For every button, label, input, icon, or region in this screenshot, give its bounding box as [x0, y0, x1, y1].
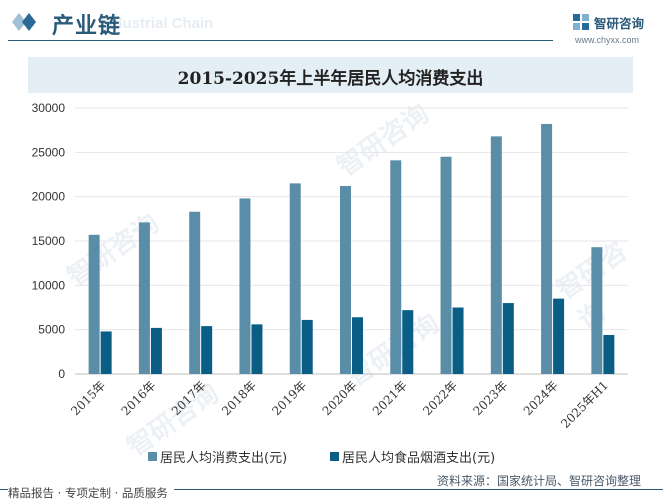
bar-food-tobacco-alcohol [150, 327, 162, 374]
chart-title-band: 2015-2025年上半年居民人均消费支出 [28, 57, 633, 93]
x-tick-label: 2025年H1 [558, 378, 611, 431]
brand-name: 智研咨询 [594, 16, 645, 31]
x-tick-label: 2024年 [521, 378, 561, 418]
bar-consumption [591, 247, 603, 374]
bar-food-tobacco-alcohol [100, 331, 112, 374]
footer: 资料来源：国家统计局、智研咨询整理 精品报告 · 专项定制 · 品质服务 [0, 468, 663, 503]
y-tick-label: 20000 [32, 190, 66, 204]
x-tick-label: 2020年 [320, 378, 360, 418]
y-tick-label: 30000 [32, 101, 66, 115]
footer-tagline: 精品报告 · 专项定制 · 品质服务 [8, 485, 174, 501]
bar-food-tobacco-alcohol [301, 319, 313, 374]
bar-consumption [390, 160, 402, 374]
bar-consumption [541, 123, 553, 375]
x-tick-label: 2019年 [269, 378, 309, 418]
brand: 智研咨询 www.chyxx.com [572, 11, 662, 47]
y-tick-label: 25000 [32, 145, 66, 159]
brand-logo-icon [573, 14, 589, 30]
bar-chart: 0 5000 10000 15000 20000 25000 30000 2015年 2016年… [32, 101, 628, 431]
bar-consumption [440, 156, 452, 374]
bar-consumption [289, 183, 301, 374]
legend-label-series-1: 居民人均消费支出(元) [160, 451, 288, 466]
bar-food-tobacco-alcohol [452, 307, 464, 374]
bar-consumption [490, 136, 502, 374]
bar-food-tobacco-alcohol [553, 298, 565, 374]
bar-food-tobacco-alcohol [502, 303, 514, 374]
x-tick-label: 2015年 [68, 378, 108, 418]
data-source: 资料来源：国家统计局、智研咨询整理 [436, 474, 641, 488]
x-tick-label: 2017年 [169, 378, 209, 418]
header-watermark: Industrial Chain [100, 15, 214, 32]
legend-swatch-series-2 [330, 452, 339, 461]
chart-legend: 居民人均消费支出(元) 居民人均食品烟酒支出(元) [0, 447, 663, 467]
diamond-icon [12, 13, 36, 31]
x-tick-label: 2018年 [219, 378, 259, 418]
legend-swatch-series-1 [148, 452, 157, 461]
bar-food-tobacco-alcohol [251, 324, 263, 374]
footer-divider [0, 489, 663, 490]
x-tick-label: 2022年 [420, 378, 460, 418]
header: Industrial Chain 产业链 智研咨询 www.chyxx.com [0, 0, 663, 47]
bar-food-tobacco-alcohol [402, 310, 414, 374]
chart-title: 2015-2025年上半年居民人均消费支出 [177, 69, 484, 89]
bar-food-tobacco-alcohol [201, 326, 213, 374]
bar-food-tobacco-alcohol [603, 334, 615, 374]
y-tick-label: 15000 [32, 234, 66, 248]
legend-label-series-2: 居民人均食品烟酒支出(元) [342, 451, 496, 466]
bar-consumption [88, 234, 100, 374]
brand-url: www.chyxx.com [575, 35, 640, 45]
bar-consumption [189, 211, 201, 374]
bar-consumption [340, 186, 351, 374]
y-tick-label: 0 [58, 367, 65, 381]
bar-consumption [239, 198, 251, 374]
header-divider [8, 40, 553, 41]
bar-consumption [138, 222, 150, 374]
x-tick-label: 2016年 [119, 378, 159, 418]
y-tick-label: 10000 [32, 278, 66, 292]
x-tick-label: 2021年 [370, 378, 410, 418]
y-tick-label: 5000 [38, 323, 65, 337]
page-title: 产业链 [52, 14, 122, 39]
x-tick-label: 2023年 [470, 378, 510, 418]
bar-food-tobacco-alcohol [352, 317, 363, 374]
